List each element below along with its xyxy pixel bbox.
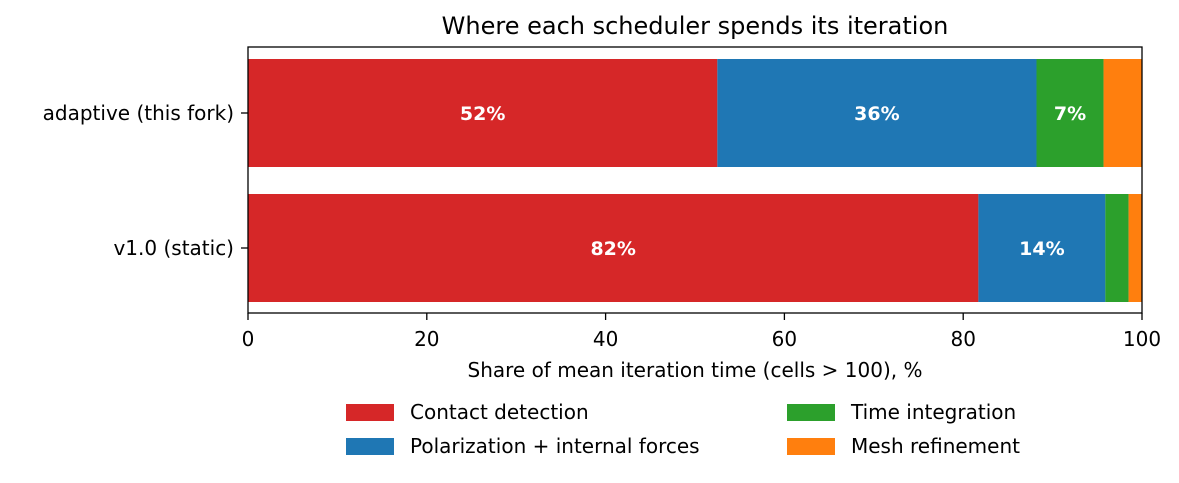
legend-label-contact-detection: Contact detection <box>410 400 589 424</box>
bar-adaptive-this-fork-contact-detection <box>248 59 718 167</box>
bar-label-adaptive-this-fork-time-integration: 7% <box>1054 103 1086 125</box>
legend-swatch-mesh-refinement <box>787 438 835 455</box>
bar-label-v1-0-static-polarization-internal-forces: 14% <box>1019 238 1064 260</box>
x-tick-label: 40 <box>593 327 618 351</box>
bar-label-adaptive-this-fork-polarization-internal-forces: 36% <box>854 103 899 125</box>
legend-swatch-polarization-internal-forces <box>346 438 394 455</box>
y-axis-ticks: adaptive (this fork) v1.0 (static) <box>43 101 248 260</box>
legend-label-mesh-refinement: Mesh refinement <box>851 434 1020 458</box>
legend-swatch-contact-detection <box>346 404 394 421</box>
x-tick-label: 60 <box>772 327 797 351</box>
x-axis-label: Share of mean iteration time (cells > 10… <box>468 358 923 382</box>
plot-frame <box>247 46 1143 314</box>
legend: Contact detection Polarization + internal… <box>346 400 1020 458</box>
x-tick-label: 0 <box>242 327 255 351</box>
bar-v1-0-static-mesh-refinement <box>1128 194 1142 302</box>
legend-swatch-time-integration <box>787 404 835 421</box>
x-tick-label: 20 <box>414 327 439 351</box>
x-axis-ticks: 0 20 40 60 80 100 <box>242 313 1161 351</box>
y-tick-label: v1.0 (static) <box>113 236 234 260</box>
bar-label-v1-0-static-contact-detection: 82% <box>590 238 635 260</box>
bar-v1-0-static-contact-detection <box>248 194 979 302</box>
bar-adaptive-this-fork-time-integration <box>1036 59 1104 167</box>
chart-title: Where each scheduler spends its iteratio… <box>442 12 949 40</box>
y-tick-label: adaptive (this fork) <box>43 101 234 125</box>
legend-label-polarization-internal-forces: Polarization + internal forces <box>410 434 700 458</box>
bar-v1-0-static-polarization-internal-forces <box>978 194 1106 302</box>
bars-group <box>248 59 1142 302</box>
bar-adaptive-this-fork-mesh-refinement <box>1103 59 1142 167</box>
x-tick-label: 100 <box>1123 327 1161 351</box>
legend-label-time-integration: Time integration <box>850 400 1016 424</box>
bar-v1-0-static-time-integration <box>1105 194 1129 302</box>
bar-labels-group: 52% 36% 7% 82% 14% <box>460 103 1086 260</box>
x-tick-label: 80 <box>950 327 975 351</box>
bar-adaptive-this-fork-polarization-internal-forces <box>717 59 1037 167</box>
bar-label-adaptive-this-fork-contact-detection: 52% <box>460 103 505 125</box>
